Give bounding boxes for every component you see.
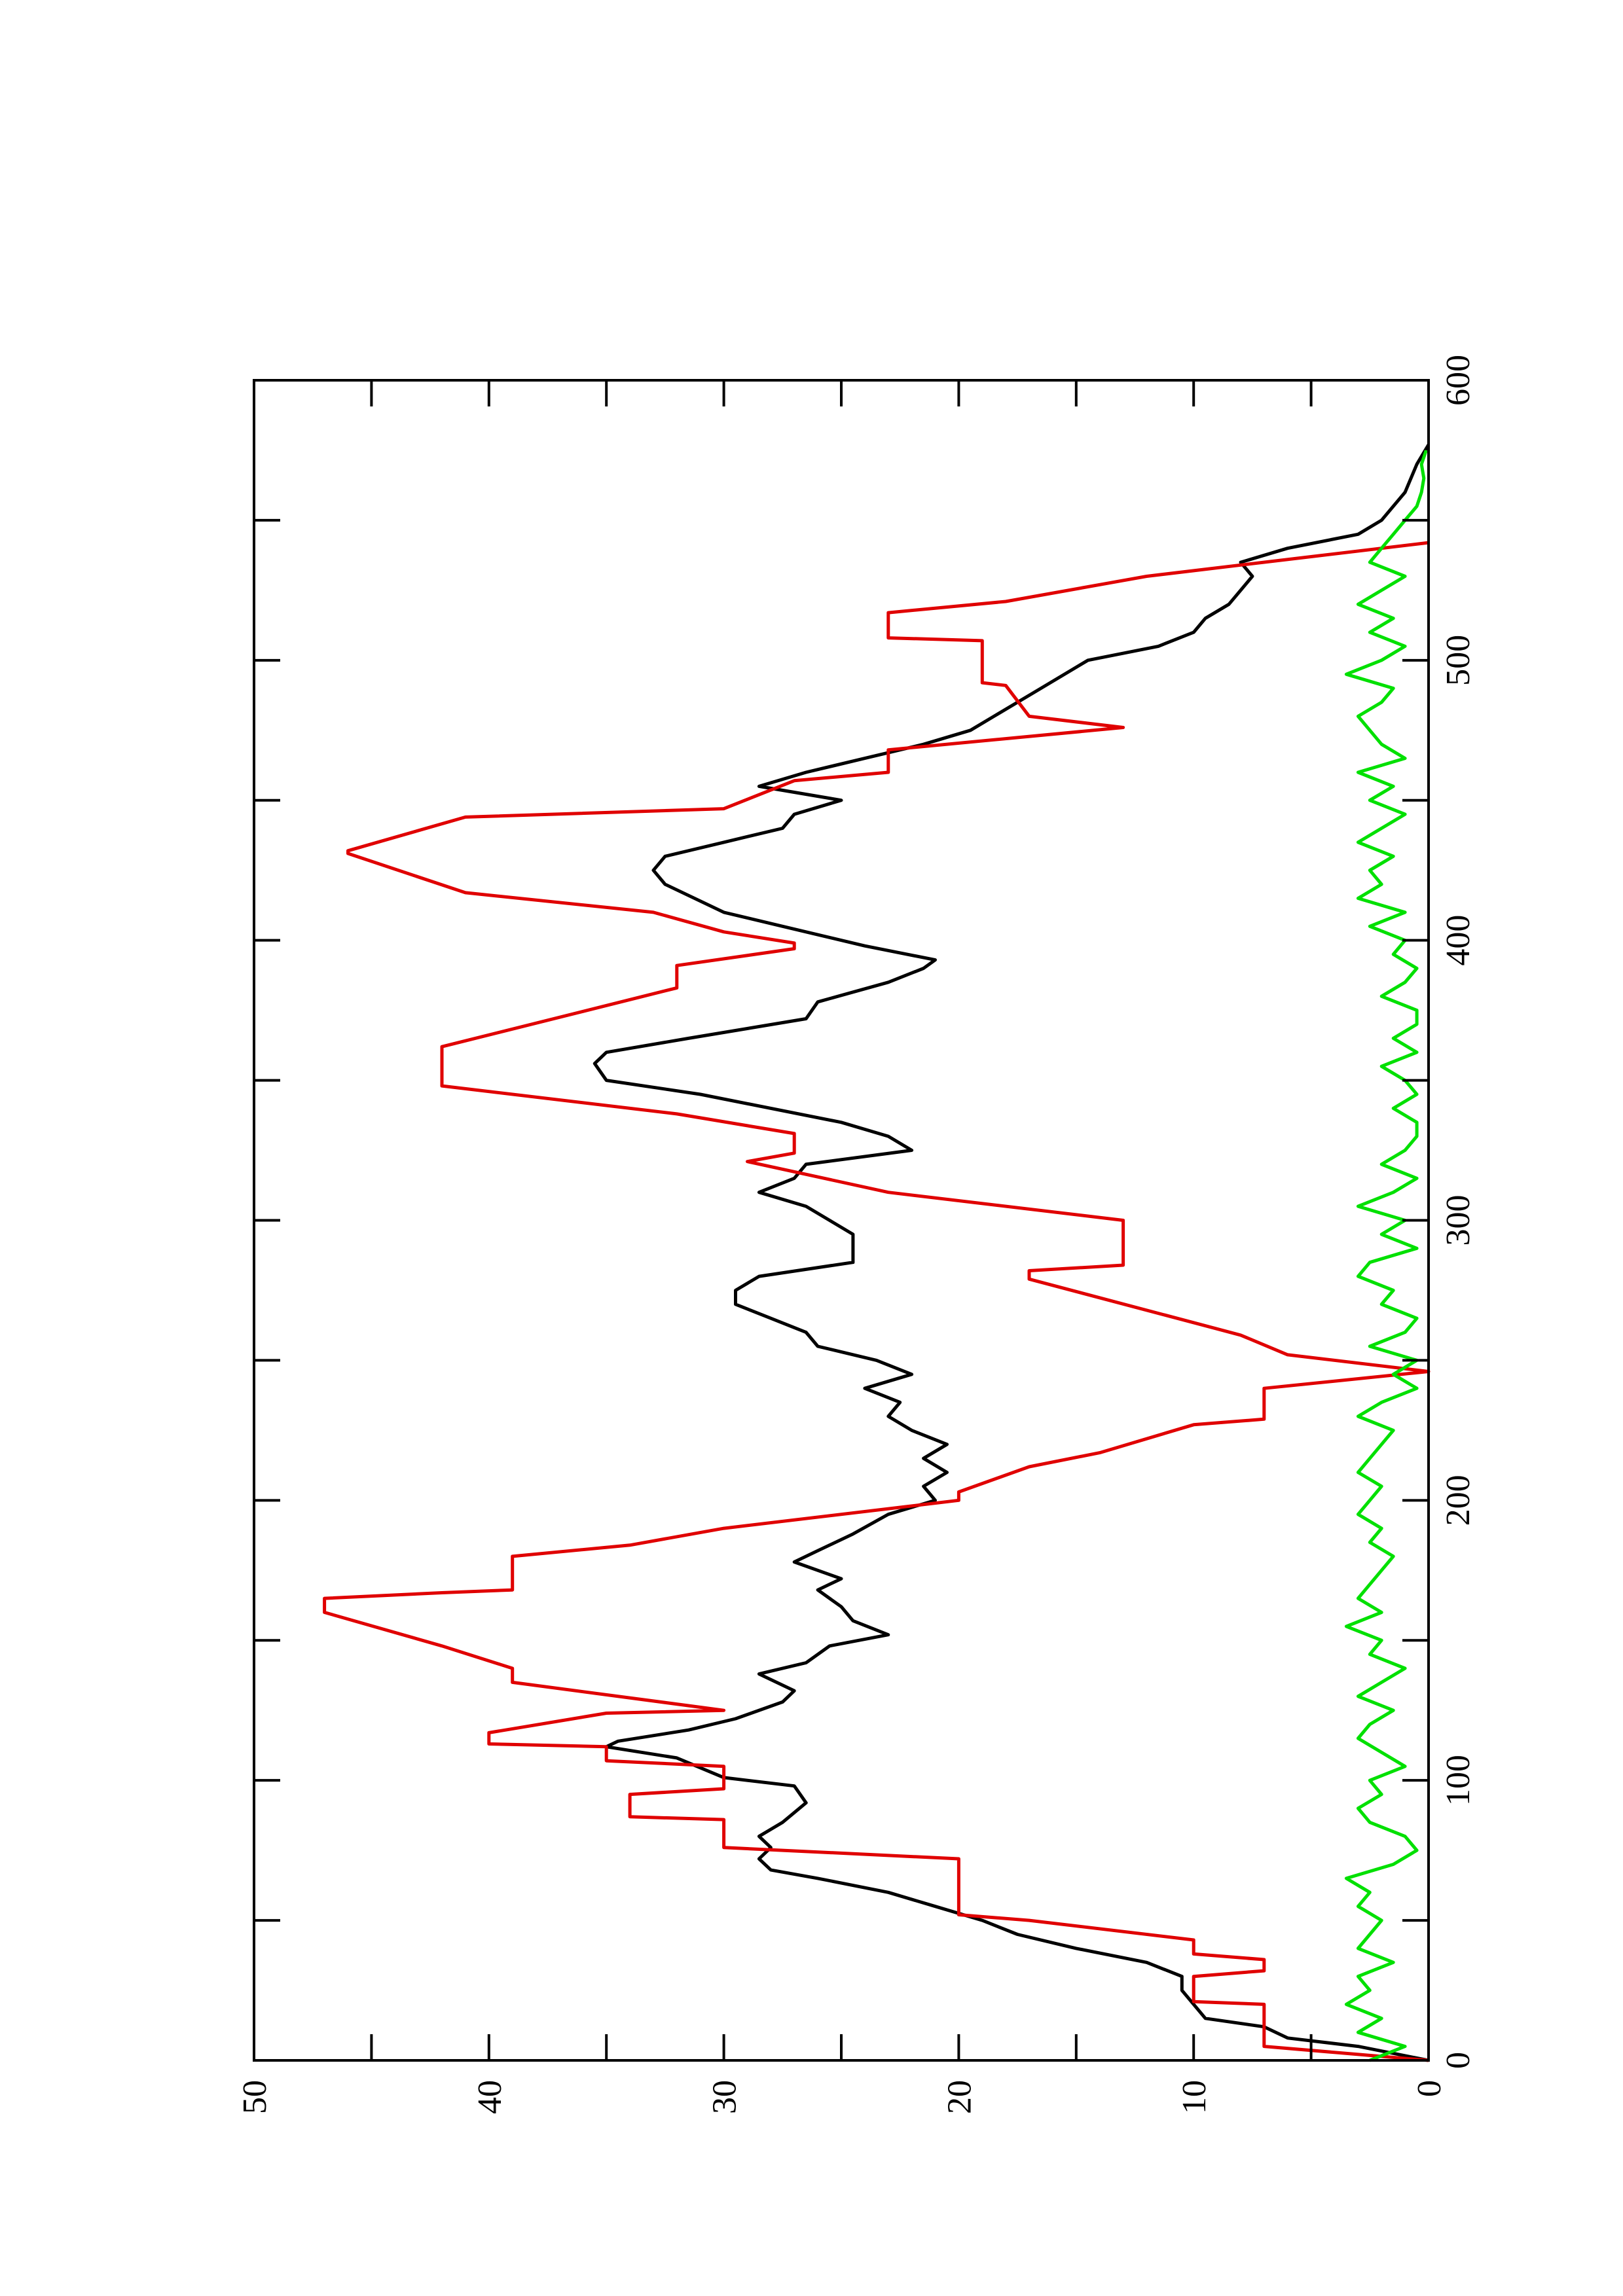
y-tick-label: 20 [941, 2080, 978, 2114]
x-tick-label: 300 [1440, 1195, 1477, 1246]
y-tick-label: 0 [1411, 2080, 1448, 2097]
x-tick-label: 100 [1440, 1755, 1477, 1806]
plot-frame [253, 379, 1430, 2062]
x-tick-label: 200 [1440, 1475, 1477, 1526]
y-tick-label: 10 [1176, 2080, 1213, 2114]
rotated-plot: 0 100 200 300 400 500 600 0 10 20 30 40 50 [236, 355, 1477, 2114]
data-line [323, 541, 1431, 2062]
x-tick-label: 500 [1440, 635, 1477, 686]
x-tick-label: 0 [1440, 2052, 1477, 2069]
x-tick-label: 400 [1440, 915, 1477, 966]
y-tick-label: 40 [471, 2080, 509, 2114]
data-line [593, 444, 1431, 2062]
y-tick-label: 50 [236, 2080, 274, 2114]
x-tick-label: 600 [1440, 355, 1477, 406]
data-line [1344, 450, 1428, 2062]
y-tick-label: 30 [706, 2080, 744, 2114]
